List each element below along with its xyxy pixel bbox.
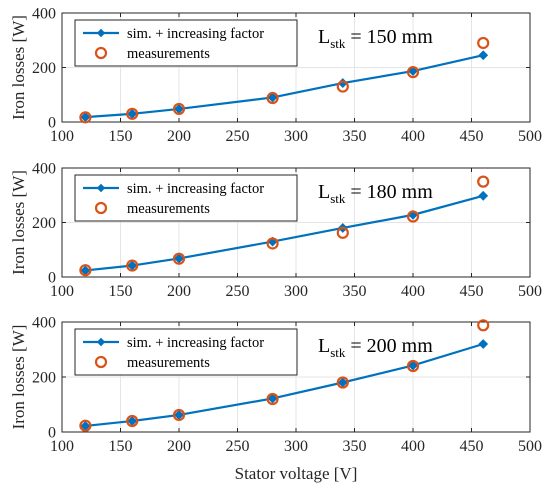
legend-box xyxy=(74,19,298,67)
x-tick-label: 350 xyxy=(343,283,367,300)
y-tick-label: 0 xyxy=(48,425,56,442)
simulation-point xyxy=(408,360,418,371)
measurement-point xyxy=(126,414,139,428)
simulation-point xyxy=(267,92,278,103)
measurement-point xyxy=(266,392,279,406)
y-axis-label: Iron losses [W] xyxy=(9,15,28,120)
x-tick-label: 400 xyxy=(401,283,425,300)
measurement-point xyxy=(266,237,279,250)
legend-label-measurements: measurements xyxy=(127,46,210,62)
stack-length-annotation: Lstk = 150 mm xyxy=(318,26,433,51)
measurement-point xyxy=(336,376,349,389)
measurement-point xyxy=(172,252,186,265)
stack-length-annotation: Lstk = 180 mm xyxy=(318,181,433,206)
legend-circle-swatch xyxy=(94,46,108,60)
y-tick-label: 200 xyxy=(32,215,56,232)
x-tick-label: 300 xyxy=(284,438,308,455)
legend-box xyxy=(74,328,298,376)
measurement-point xyxy=(336,80,349,93)
y-tick-label: 200 xyxy=(32,60,56,77)
legend-box xyxy=(74,174,298,222)
legend-label-simulation: sim. + increasing factor xyxy=(127,26,264,42)
x-tick-label: 200 xyxy=(167,438,191,455)
measurement-point xyxy=(79,419,92,432)
x-tick-label: 500 xyxy=(518,438,542,455)
x-axis-label: Stator voltage [V] xyxy=(235,464,358,483)
measurement-point xyxy=(406,210,420,223)
x-tick-label: 450 xyxy=(460,283,484,300)
y-tick-label: 400 xyxy=(32,315,56,332)
measurement-point xyxy=(477,319,490,332)
measurement-point xyxy=(477,175,490,188)
x-tick-label: 100 xyxy=(50,128,74,145)
measurement-point xyxy=(406,66,420,79)
x-tick-label: 500 xyxy=(518,128,542,145)
x-tick-label: 250 xyxy=(226,438,250,455)
x-tick-label: 200 xyxy=(167,283,191,300)
legend: sim. + increasing factor measurements xyxy=(74,19,298,67)
x-tick-label: 350 xyxy=(343,128,367,145)
legend-diamond-swatch xyxy=(96,337,106,347)
x-tick-label: 100 xyxy=(50,283,74,300)
y-tick-label: 0 xyxy=(48,115,56,132)
simulation-point xyxy=(478,339,489,349)
measurement-point xyxy=(126,259,139,272)
x-tick-label: 350 xyxy=(343,438,367,455)
x-tick-label: 150 xyxy=(109,438,133,455)
legend-circle-swatch xyxy=(94,355,108,369)
x-tick-label: 150 xyxy=(109,128,133,145)
stack-length-annotation: Lstk = 200 mm xyxy=(318,335,433,360)
y-tick-label: 400 xyxy=(32,161,56,178)
legend: sim. + increasing factor measurements xyxy=(74,328,298,376)
legend-circle-swatch xyxy=(94,201,108,215)
y-tick-label: 200 xyxy=(32,370,56,387)
x-tick-label: 250 xyxy=(226,128,250,145)
x-tick-label: 400 xyxy=(401,438,425,455)
simulation-point xyxy=(267,393,278,404)
measurement-point xyxy=(172,408,186,422)
legend: sim. + increasing factor measurements xyxy=(74,174,298,222)
y-axis-label: Iron losses [W] xyxy=(9,325,28,430)
measurement-point xyxy=(406,359,420,373)
legend-diamond-swatch xyxy=(96,28,106,38)
x-tick-label: 400 xyxy=(401,128,425,145)
measurement-point xyxy=(79,264,92,277)
x-tick-label: 300 xyxy=(284,283,308,300)
x-tick-label: 450 xyxy=(460,128,484,145)
simulation-point xyxy=(408,66,418,76)
simulation-point xyxy=(478,50,489,61)
measurement-point xyxy=(266,91,279,105)
x-tick-label: 200 xyxy=(167,128,191,145)
measurement-point xyxy=(477,36,490,50)
measurement-point xyxy=(336,226,349,239)
measurement-point xyxy=(126,107,139,120)
x-tick-label: 500 xyxy=(518,283,542,300)
measurement-point xyxy=(79,111,92,124)
x-tick-label: 250 xyxy=(226,283,250,300)
y-tick-label: 0 xyxy=(48,270,56,287)
legend-label-measurements: measurements xyxy=(127,355,210,371)
y-tick-label: 400 xyxy=(32,6,56,23)
measurement-point xyxy=(172,102,186,116)
simulation-point xyxy=(478,190,489,201)
y-axis-label: Iron losses [W] xyxy=(9,170,28,275)
x-tick-label: 150 xyxy=(109,283,133,300)
x-tick-label: 100 xyxy=(50,438,74,455)
x-tick-label: 300 xyxy=(284,128,308,145)
legend-label-simulation: sim. + increasing factor xyxy=(127,181,264,197)
legend-label-simulation: sim. + increasing factor xyxy=(127,335,264,351)
legend-label-measurements: measurements xyxy=(127,201,210,217)
legend-diamond-swatch xyxy=(96,183,106,193)
x-tick-label: 450 xyxy=(460,438,484,455)
